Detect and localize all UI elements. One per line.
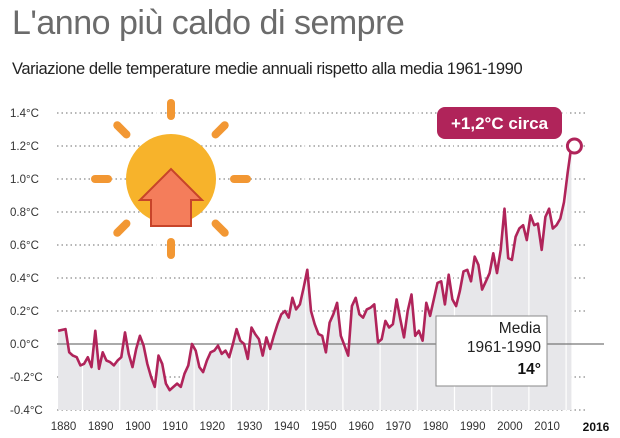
legend-line2: 1961-1990 [467, 339, 542, 356]
callout-label: +1,2°C circa [451, 114, 549, 133]
x-tick-label: 1950 [311, 421, 337, 433]
x-tick-label: 1880 [51, 421, 77, 433]
sun-ray [211, 219, 229, 237]
x-tick-label: 1990 [460, 421, 486, 433]
sun-ray [211, 121, 229, 139]
chart-subtitle: Variazione delle temperature medie annua… [12, 60, 523, 78]
y-tick-label: 1.0°C [10, 174, 39, 186]
legend-frame [435, 315, 548, 387]
legend-box: Media 1961-1990 14° [435, 315, 548, 387]
x-tick-label: 1930 [237, 421, 263, 433]
x-tick-label: 2000 [497, 421, 523, 433]
x-axis-ticks: 1880 1890 1900 1910 1920 1930 1940 1950 1960 1970… [51, 420, 610, 434]
y-tick-label: 0.0°C [10, 339, 39, 351]
y-tick-label: 0.6°C [10, 240, 39, 252]
callout-marker [565, 137, 583, 155]
callout: +1,2°C circa [437, 107, 583, 155]
chart-title: L'anno più caldo di sempre [12, 4, 405, 42]
y-tick-label: 1.2°C [10, 141, 39, 153]
y-tick-label: 0.8°C [10, 207, 39, 219]
x-tick-label: 1920 [200, 421, 226, 433]
sun-ray [113, 219, 131, 237]
x-tick-label: 1970 [386, 421, 412, 433]
sun-ray [113, 121, 131, 139]
x-tick-label: 1890 [88, 421, 114, 433]
y-tick-label: 0.2°C [10, 306, 39, 318]
sun-rays [91, 99, 251, 259]
series-line [57, 145, 573, 392]
y-tick-label: 0.4°C [10, 273, 39, 285]
x-tick-label: 2010 [534, 421, 560, 433]
y-tick-label: -0.4°C [10, 405, 43, 417]
y-tick-label: 1.4°C [10, 108, 39, 120]
callout-box [437, 107, 562, 139]
x-tick-label-last: 2016 [583, 420, 610, 434]
legend-line3: 14° [518, 361, 541, 378]
y-tick-label: -0.2°C [10, 372, 43, 384]
x-tick-label: 1960 [348, 421, 374, 433]
x-tick-label: 1940 [274, 421, 300, 433]
x-tick-label: 1980 [423, 421, 449, 433]
y-axis-ticks: 1.4°C 1.2°C 1.0°C 0.8°C 0.6°C 0.4°C 0.2°C 0.0°C… [10, 108, 43, 417]
legend-line1: Media [499, 320, 542, 337]
sun-icon [91, 99, 251, 259]
up-arrow-icon [137, 167, 205, 227]
x-tick-label: 1910 [162, 421, 188, 433]
x-tick-label: 1900 [125, 421, 151, 433]
